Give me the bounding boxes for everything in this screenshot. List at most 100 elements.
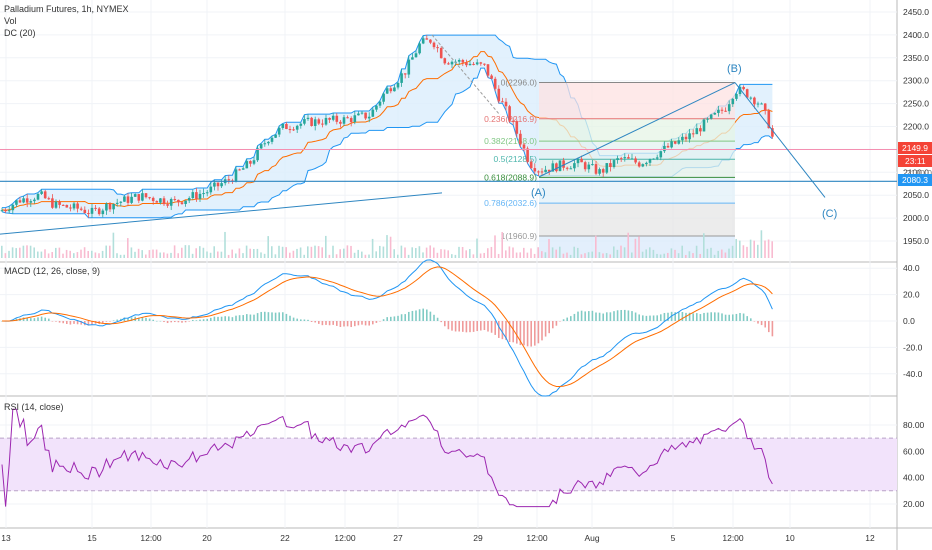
wave-label-b: (B) (727, 63, 742, 75)
volume-bar-119 (429, 245, 431, 258)
volume-bar-202 (728, 248, 730, 258)
candle-body-29 (105, 203, 108, 211)
candle-body-124 (447, 63, 450, 65)
x-tick-6: 27 (393, 533, 403, 543)
macd-hist-41 (148, 318, 151, 321)
candle-body-11 (40, 191, 43, 194)
macd-hist-177 (638, 314, 640, 321)
price-tick-5: 2200.0 (903, 122, 929, 132)
volume-bar-68 (245, 245, 248, 258)
drawings[interactable] (0, 34, 897, 235)
candle-body-67 (241, 168, 245, 170)
macd-hist-54 (195, 320, 198, 321)
volume-bar-82 (296, 248, 298, 258)
macd-hist-134 (483, 321, 486, 331)
candle-body-19 (69, 207, 72, 209)
candle-body-21 (76, 203, 79, 209)
candle-body-37 (133, 194, 137, 197)
fib-label-3: 0.5(2128.5) (494, 154, 538, 164)
volume-bar-30 (109, 245, 111, 258)
macd-hist-29 (105, 321, 108, 322)
candle-body-155 (558, 160, 562, 172)
volume-bar-7 (26, 245, 28, 258)
candle-body-75 (270, 137, 274, 142)
macd-hist-52 (188, 321, 190, 322)
macd-hist-153 (552, 321, 554, 329)
macd-hist-31 (112, 320, 115, 321)
volume-bar-23 (83, 247, 86, 258)
volume-bar-120 (433, 247, 435, 258)
volume-bar-115 (415, 248, 417, 258)
volume-bar-171 (616, 249, 619, 258)
volume-bar-52 (188, 245, 190, 258)
candle-body-20 (72, 203, 76, 209)
candle-body-174 (627, 157, 630, 159)
macd-hist-189 (681, 312, 684, 321)
macd-hist-118 (426, 309, 428, 321)
volume-bar-12 (44, 249, 46, 258)
candle-body-32 (115, 202, 119, 204)
macd-hist-203 (732, 314, 734, 321)
volume-bar-110 (397, 254, 399, 258)
macd-hist-162 (584, 311, 586, 321)
candle-body-163 (587, 164, 591, 170)
volume-bar-204 (735, 238, 737, 258)
candle-body-129 (465, 62, 468, 66)
macd-hist-95 (343, 321, 345, 327)
macd-hist-125 (451, 321, 453, 331)
candle-body-161 (580, 158, 583, 163)
volume-bar-46 (166, 253, 169, 258)
candle-body-119 (429, 39, 432, 43)
candle-body-78 (281, 123, 285, 128)
volume-bar-83 (299, 247, 302, 258)
volume-bar-126 (454, 254, 457, 258)
macd-hist-34 (123, 317, 126, 321)
candle-body-158 (569, 168, 573, 170)
macd-tick-1: 20.0 (903, 290, 920, 300)
macd-hist-39 (141, 317, 144, 321)
volume-bar-211 (760, 230, 763, 258)
volume-bar-53 (191, 253, 194, 258)
macd-hist-204 (735, 313, 738, 321)
macd-hist-121 (436, 317, 439, 321)
volume-bar-148 (533, 253, 536, 258)
candle-body-43 (155, 201, 159, 203)
rsi-plot (1, 408, 773, 508)
candle-body-140 (504, 101, 508, 107)
macd-hist-36 (130, 317, 133, 321)
candle-body-202 (727, 104, 731, 112)
candle-body-60 (216, 182, 220, 187)
volume-bar-34 (123, 254, 125, 258)
candle-body-83 (299, 123, 303, 126)
volume-bar-132 (476, 238, 478, 258)
macd-hist-109 (393, 316, 396, 321)
candle-body-33 (119, 201, 123, 203)
macd-hist-6 (22, 317, 25, 321)
candle-body-85 (306, 117, 310, 120)
candle-body-154 (555, 163, 558, 172)
candle-body-208 (749, 97, 753, 99)
candle-body-104 (375, 105, 378, 110)
volume-bar-109 (393, 249, 395, 258)
price-tick-4: 2250.0 (903, 99, 929, 109)
fib-label-2: 0.382(2168.0) (484, 136, 537, 146)
candle-body-6 (22, 198, 25, 203)
volume-bar-206 (742, 245, 745, 258)
macd-hist-208 (750, 318, 752, 321)
volume-bar-195 (703, 233, 705, 258)
candle-body-165 (594, 164, 598, 174)
macd-hist-97 (350, 321, 352, 328)
volume-bar-37 (134, 251, 136, 258)
volume-bar-39 (141, 250, 143, 258)
volume-bar-73 (263, 253, 266, 258)
macd-hist-45 (163, 321, 165, 323)
volume-bar-111 (400, 245, 403, 258)
candle-body-114 (411, 57, 414, 60)
fib-zone-3 (539, 159, 735, 178)
macd-hist-96 (346, 321, 349, 327)
volume-bar-163 (587, 252, 590, 258)
macd-hist-71 (256, 313, 259, 321)
candle-body-16 (58, 201, 61, 205)
x-tick-4: 22 (280, 533, 290, 543)
